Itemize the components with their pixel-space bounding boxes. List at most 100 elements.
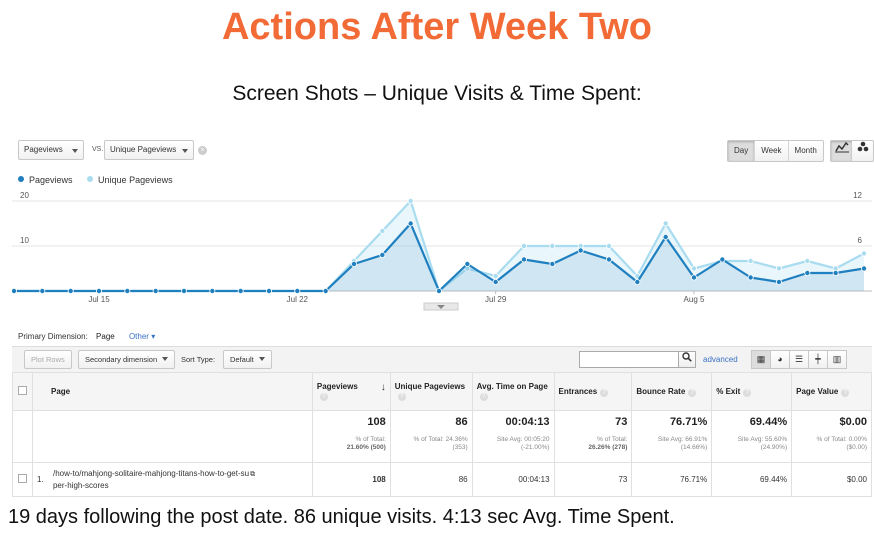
- help-icon[interactable]: ?: [743, 388, 752, 397]
- chart-type-toggle: [830, 140, 874, 162]
- unique-pageviews-point: [776, 265, 783, 272]
- performance-view-icon[interactable]: ☰: [789, 350, 809, 369]
- help-icon[interactable]: ?: [688, 388, 697, 397]
- help-icon[interactable]: ?: [600, 388, 609, 397]
- col-header-unique[interactable]: Unique Pageviews?: [389, 372, 473, 411]
- magnifier-icon[interactable]: [678, 351, 696, 368]
- week-button[interactable]: Week: [755, 141, 789, 161]
- slide-subtitle: Screen Shots – Unique Visits & Time Spen…: [232, 82, 642, 105]
- header-label: Unique Pageviews: [394, 382, 466, 391]
- pageviews-point: [464, 261, 471, 268]
- pageviews-point: [435, 288, 442, 295]
- table-search-input[interactable]: [579, 351, 679, 368]
- col-header-bounce[interactable]: Bounce Rate?: [631, 372, 713, 411]
- total-sub1: Site Avg: 66.91%: [657, 436, 708, 443]
- cell-unique: 86: [389, 462, 473, 497]
- pageviews-point: [39, 288, 46, 295]
- totals-bounce: 76.71% Site Avg: 66.91% (14.66%): [631, 410, 713, 463]
- secondary-dimension-dropdown[interactable]: Secondary dimension: [78, 350, 176, 369]
- pageviews-point: [12, 288, 17, 294]
- pageviews-point: [152, 288, 159, 295]
- pageviews-point: [294, 288, 301, 295]
- vs-label: VS.: [92, 146, 104, 153]
- pageviews-point: [577, 247, 584, 254]
- motion-chart-icon[interactable]: [852, 141, 873, 161]
- help-icon[interactable]: ?: [479, 393, 488, 401]
- line-chart: 20 10 12 6 Jul 15 Jul 22 Jul 29 Aug 5: [12, 191, 872, 311]
- total-sub1: Site Avg: 55.60%: [737, 436, 788, 443]
- other-dimension-link[interactable]: Other ▾: [128, 332, 156, 341]
- header-label: Page: [50, 387, 71, 396]
- total-sub1: % of Total: 24.36%: [413, 436, 468, 443]
- metric1-dropdown[interactable]: Pageviews: [18, 140, 84, 160]
- x-tick-label: Aug 5: [684, 295, 705, 304]
- cell-entrances: 73: [553, 462, 633, 497]
- day-button[interactable]: Day: [728, 141, 756, 161]
- row-checkbox[interactable]: [17, 474, 27, 483]
- cell-pageviews: 108: [311, 462, 391, 497]
- sort-arrow-icon: ↓: [380, 382, 386, 393]
- primary-dimension-value[interactable]: Page: [96, 332, 115, 341]
- pageviews-point: [861, 265, 868, 272]
- table-view-icon[interactable]: ▦: [751, 350, 771, 369]
- chevron-down-icon: [162, 357, 169, 361]
- header-label: Avg. Time on Page: [476, 382, 548, 391]
- header-label: % Exit: [716, 386, 741, 396]
- page-path-line2: per-high-scores: [52, 481, 109, 490]
- legend-item-unique[interactable]: Unique Pageviews: [87, 175, 173, 185]
- page-path-line1: /how-to/mahjong-solitaire-mahjong-titans…: [52, 469, 250, 478]
- pageviews-point: [520, 256, 527, 263]
- totals-row: 108% of Total: 21.60% (500) 86% of Total:…: [12, 410, 872, 463]
- chart-toolbar: Pageviews VS. Unique Pageviews × Day Wee…: [18, 140, 874, 162]
- page-link[interactable]: /how-to/mahjong-solitaire-mahjong-titans…: [53, 468, 297, 491]
- select-all-checkbox[interactable]: [17, 386, 27, 395]
- cell-avgtime: 00:04:13: [471, 462, 555, 497]
- col-header-entrances[interactable]: Entrances?: [553, 372, 633, 411]
- pageviews-area: [14, 223, 864, 291]
- comparison-view-icon[interactable]: ┿: [808, 350, 828, 369]
- unique-pageviews-point: [379, 228, 386, 235]
- col-header-page[interactable]: Page: [31, 372, 313, 411]
- pageviews-point: [606, 256, 613, 263]
- pageviews-point: [96, 288, 103, 295]
- help-icon[interactable]: ?: [841, 388, 850, 397]
- page-cell: 1. /how-to/mahjong-solitaire-mahjong-tita…: [31, 462, 313, 497]
- legend-item-pageviews[interactable]: Pageviews: [18, 175, 73, 185]
- col-header-pageviews[interactable]: ↓ Pageviews?: [311, 372, 391, 411]
- totals-unique: 86 % of Total: 24.36% (353): [389, 410, 473, 463]
- pivot-view-icon[interactable]: ▥: [827, 350, 847, 369]
- table-header-row: Page ↓ Pageviews? Unique Pageviews? Avg. …: [12, 372, 872, 411]
- legend-label: Pageviews: [29, 175, 73, 185]
- x-tick-label: Jul 22: [287, 295, 309, 304]
- total-sub2: (-21.00%): [520, 444, 550, 451]
- col-header-avgtime[interactable]: Avg. Time on Page?: [471, 372, 555, 411]
- pageviews-point: [209, 288, 216, 295]
- col-header-pagevalue[interactable]: Page Value?: [791, 372, 872, 411]
- line-chart-icon[interactable]: [831, 141, 852, 161]
- col-header-exit[interactable]: % Exit?: [711, 372, 793, 411]
- primary-dimension-label: Primary Dimension:: [18, 332, 88, 341]
- header-label: Entrances: [558, 386, 598, 396]
- plot-rows-button[interactable]: Plot Rows: [24, 350, 72, 369]
- help-icon[interactable]: ?: [397, 393, 406, 401]
- chart-legend: Pageviews Unique Pageviews: [18, 175, 185, 185]
- pageviews-point: [67, 288, 74, 295]
- unique-pageviews-point: [804, 258, 811, 265]
- total-sub1: % of Total: 0.00%: [816, 436, 867, 443]
- advanced-filter-link[interactable]: advanced: [703, 355, 738, 364]
- help-icon[interactable]: ?: [319, 393, 328, 401]
- x-tick-label: Jul 15: [88, 295, 110, 304]
- y-tick-label-right: 12: [853, 191, 862, 200]
- metric2-dropdown[interactable]: Unique Pageviews: [104, 140, 194, 160]
- sort-type-dropdown[interactable]: Default: [223, 350, 272, 369]
- pie-view-icon[interactable]: ◕: [770, 350, 790, 369]
- month-button[interactable]: Month: [794, 146, 817, 155]
- other-label: Other: [128, 332, 149, 341]
- pageviews-point: [747, 274, 754, 281]
- pageviews-point: [180, 288, 187, 295]
- totals-exit: 69.44% Site Avg: 55.60% (24.90%): [711, 410, 793, 463]
- external-link-icon[interactable]: ⧉: [250, 471, 256, 478]
- close-circle-icon[interactable]: ×: [198, 146, 207, 155]
- series-dot-icon: [87, 176, 94, 182]
- chevron-down-icon: [72, 149, 78, 153]
